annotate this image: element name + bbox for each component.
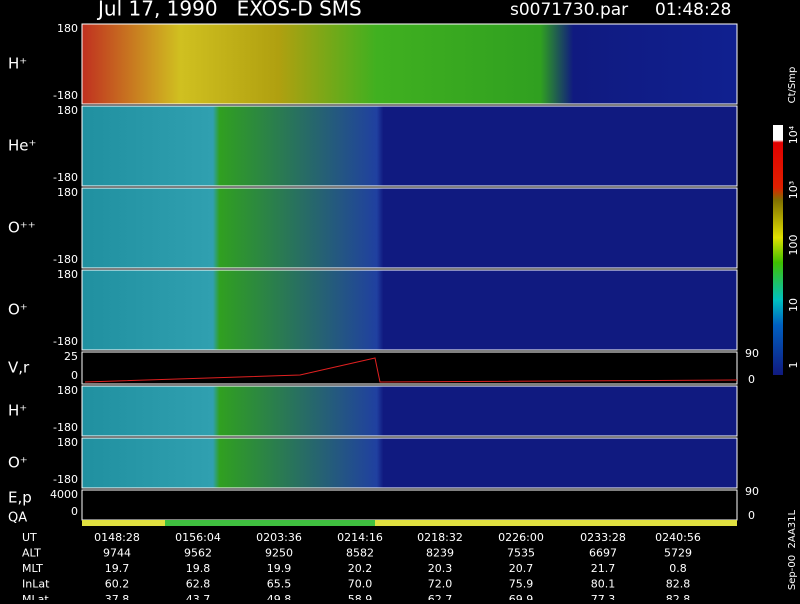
colorbar-label: 100: [787, 235, 800, 256]
cell: 0226:00: [498, 531, 544, 544]
cell: 0.8: [669, 562, 687, 575]
panel-label: H⁺: [8, 402, 27, 420]
panel-label: O⁺: [8, 454, 28, 472]
axis-bottom: 0: [71, 369, 78, 382]
axis-top: 180: [57, 22, 78, 35]
cell: 72.0: [428, 578, 453, 591]
axis-bottom: -180: [53, 335, 78, 348]
cell: 9250: [265, 547, 293, 560]
axis-top: 180: [57, 436, 78, 449]
axis-top: 25: [64, 350, 78, 363]
axis-right-bottom: 0: [748, 373, 755, 386]
cell: 70.0: [348, 578, 373, 591]
cell: 20.7: [509, 562, 534, 575]
cell: 19.8: [186, 562, 211, 575]
colorbar-label: 10³: [787, 181, 800, 199]
panel-label: He⁺: [8, 137, 36, 155]
axis-right-top: 90: [745, 347, 759, 360]
row-label: ALT: [22, 547, 41, 560]
cell: 77.3: [591, 593, 616, 600]
colorbar: [773, 125, 783, 375]
colorbar-unit: Ct/Smp: [787, 67, 798, 104]
panel-label: H⁺: [8, 55, 27, 73]
axis-bottom: -180: [53, 473, 78, 486]
cell: 8582: [346, 547, 374, 560]
cell: 5729: [664, 547, 692, 560]
panel-label: O⁺: [8, 301, 28, 319]
cell: 19.9: [267, 562, 292, 575]
axis-right-bottom: 0: [748, 509, 755, 522]
axis-top: 180: [57, 104, 78, 117]
cell: 9562: [184, 547, 212, 560]
footer: Sep-00 2AA31L: [787, 509, 798, 590]
cell: 0240:56: [655, 531, 701, 544]
axis-top: 180: [57, 384, 78, 397]
axis-right-top: 90: [745, 485, 759, 498]
panel: [81, 269, 738, 351]
cell: 8239: [426, 547, 454, 560]
panel: [81, 437, 738, 489]
cell: 0218:32: [417, 531, 463, 544]
panel: [81, 385, 738, 437]
axis-bottom: -180: [53, 89, 78, 102]
cell: 37.8: [105, 593, 130, 600]
time: 01:48:28: [655, 0, 731, 20]
row-label: InLat: [22, 578, 50, 591]
axis-bottom: -180: [53, 421, 78, 434]
colorbar-label: 1: [787, 362, 800, 369]
panel-label: E,p: [8, 489, 32, 507]
cell: 0214:16: [337, 531, 383, 544]
panel: [81, 187, 738, 269]
cell: 69.9: [509, 593, 534, 600]
row-label: MLT: [22, 562, 43, 575]
colorbar-label: 10: [787, 298, 800, 312]
cell: 75.9: [509, 578, 534, 591]
cell: 6697: [589, 547, 617, 560]
axis-top: 180: [57, 186, 78, 199]
cell: 9744: [103, 547, 131, 560]
cell: 49.8: [267, 593, 292, 600]
ep-frame: [81, 489, 738, 521]
cell: 82.8: [666, 593, 691, 600]
cell: 0148:28: [94, 531, 140, 544]
panel-label: QA: [8, 511, 27, 526]
row-label: MLat: [22, 593, 49, 600]
file: s0071730.par: [510, 0, 628, 20]
cell: 62.8: [186, 578, 211, 591]
axis-bottom: -180: [53, 171, 78, 184]
cell: 21.7: [591, 562, 616, 575]
axis-top: 4000: [50, 488, 78, 501]
cell: 82.8: [666, 578, 691, 591]
qa-bar: [82, 520, 737, 526]
row-label: UT: [22, 531, 37, 544]
cell: 62.7: [428, 593, 453, 600]
cell: 65.5: [267, 578, 292, 591]
cell: 0233:28: [580, 531, 626, 544]
cell: 43.7: [186, 593, 211, 600]
panel-label: V,r: [8, 359, 30, 377]
panel: [81, 23, 738, 105]
cell: 58.9: [348, 593, 373, 600]
axis-top: 180: [57, 268, 78, 281]
panel-label: O⁺⁺: [8, 219, 36, 237]
vr-trace: [84, 357, 738, 383]
colorbar-label: 10⁴: [787, 125, 800, 144]
cell: 20.3: [428, 562, 453, 575]
title: Jul 17, 1990 EXOS-D SMS: [96, 0, 362, 21]
cell: 0203:36: [256, 531, 302, 544]
axis-bottom: 0: [71, 505, 78, 518]
cell: 7535: [507, 547, 535, 560]
cell: 60.2: [105, 578, 130, 591]
panel: [81, 105, 738, 187]
qa-bar-green: [165, 520, 375, 526]
cell: 20.2: [348, 562, 373, 575]
cell: 0156:04: [175, 531, 221, 544]
axis-bottom: -180: [53, 253, 78, 266]
cell: 80.1: [591, 578, 616, 591]
cell: 19.7: [105, 562, 130, 575]
